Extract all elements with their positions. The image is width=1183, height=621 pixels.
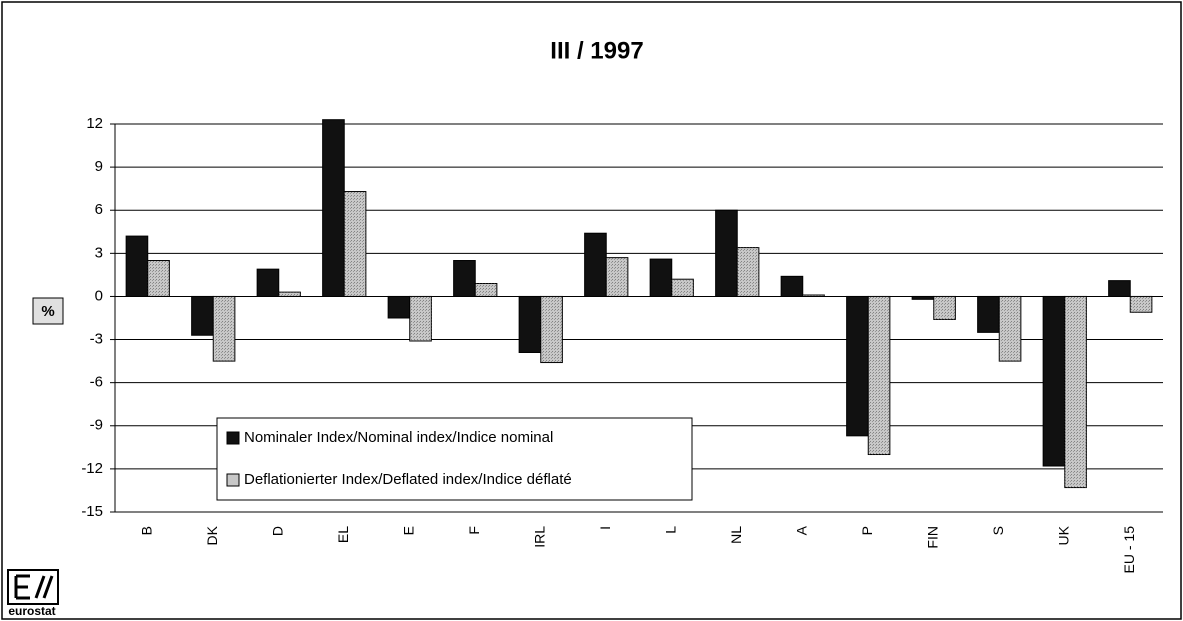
bar-texture (933, 296, 956, 320)
bar (846, 295, 869, 437)
y-tick-label: 12 (86, 115, 103, 132)
y-tick-label: 9 (95, 158, 103, 175)
chart-title: III / 1997 (550, 37, 643, 64)
y-label-box (32, 297, 64, 325)
bar (584, 232, 607, 297)
bar-texture (213, 296, 235, 362)
bar (387, 295, 411, 319)
bar (518, 295, 542, 353)
bar (453, 260, 476, 297)
logo-frame (7, 569, 59, 605)
bar (125, 235, 149, 297)
y-tick-label: 0 (95, 287, 103, 304)
y-tick-label: -9 (90, 417, 103, 434)
x-tick-label: S (990, 526, 1006, 535)
bar-texture (999, 296, 1021, 362)
bar (1108, 280, 1131, 297)
bar-texture (344, 191, 366, 297)
bar (649, 258, 673, 297)
x-tick-label: A (793, 525, 809, 535)
bar (256, 268, 280, 297)
x-tick-label: FIN (924, 526, 940, 549)
x-tick-label: D (269, 526, 285, 536)
bar-texture (475, 283, 497, 297)
y-tick-label: -12 (81, 460, 103, 477)
bar (191, 295, 214, 336)
x-tick-label: IRL (531, 526, 547, 548)
legend-swatch (226, 473, 240, 487)
legend-label: Deflationierter Index/Deflated index/Ind… (244, 471, 572, 488)
x-tick-label: DK (204, 525, 220, 545)
bar-texture (278, 292, 301, 297)
x-tick-label: EL (335, 526, 351, 543)
bar-texture (147, 260, 170, 297)
y-label: % (41, 303, 54, 320)
logo-text: eurostat (8, 604, 55, 618)
x-tick-label: L (662, 526, 678, 534)
bar-texture (737, 247, 759, 297)
bar (911, 295, 935, 300)
x-tick-label: E (400, 526, 416, 535)
bar (780, 275, 804, 297)
x-tick-label: P (859, 526, 875, 535)
logo-mark (14, 574, 54, 600)
bar-texture (409, 296, 432, 341)
x-tick-label: NL (728, 526, 744, 544)
logo: eurostat (7, 569, 59, 618)
bar (1042, 295, 1066, 467)
bar (977, 295, 1000, 333)
legend-box (216, 417, 693, 501)
bar (715, 209, 738, 297)
y-tick-label: -15 (81, 503, 103, 520)
x-tick-label: UK (1055, 525, 1071, 545)
y-tick-label: 6 (95, 201, 103, 218)
y-tick-label: -6 (90, 374, 103, 391)
bar (322, 119, 345, 297)
bar-texture (606, 257, 628, 297)
legend-swatch (226, 431, 240, 445)
bar-texture (1064, 296, 1087, 488)
x-tick-label: F (466, 526, 482, 535)
x-tick-label: B (138, 526, 154, 535)
y-tick-label: 3 (95, 244, 103, 261)
x-tick-label: I (597, 526, 613, 530)
bar-texture (1130, 296, 1152, 313)
bar-texture (868, 296, 890, 455)
bar-texture (802, 295, 825, 297)
y-tick-label: -3 (90, 331, 103, 348)
bar-texture (540, 296, 563, 363)
x-tick-label: EU - 15 (1121, 526, 1137, 574)
bar-texture (671, 279, 694, 297)
legend-label: Nominaler Index/Nominal index/Indice nom… (244, 429, 553, 446)
